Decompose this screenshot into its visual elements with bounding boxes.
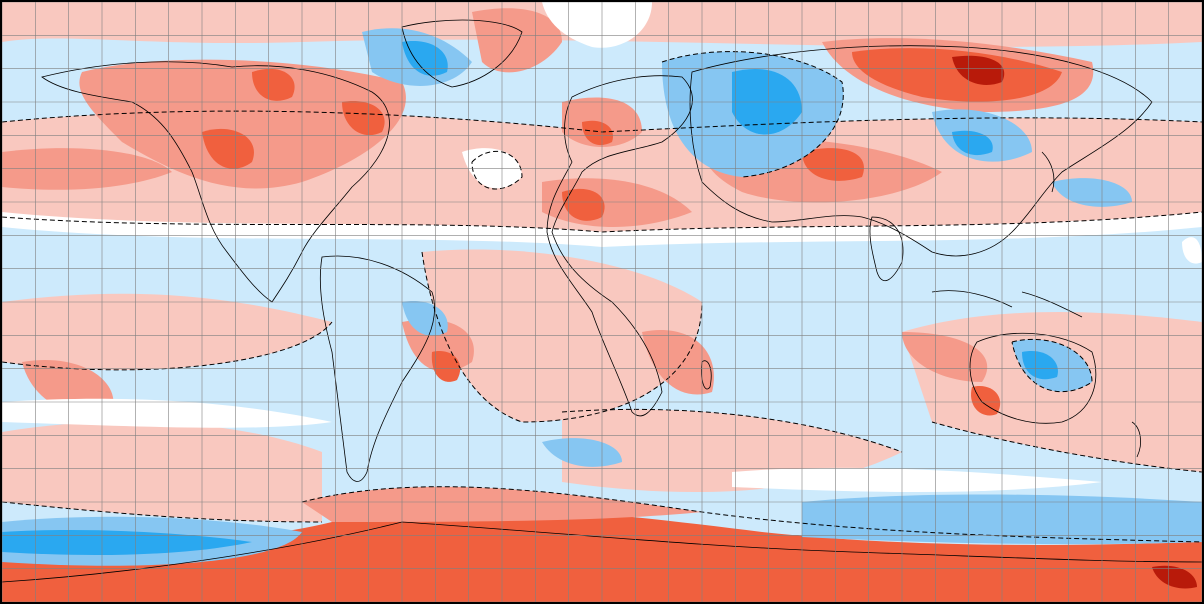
- anomaly-region-mild_warm: [2, 293, 332, 370]
- anomaly-region-warm: [971, 386, 1001, 416]
- anomaly-region-warm: [802, 148, 864, 181]
- dashed-contour: [561, 408, 903, 453]
- anomaly-region-strong_warm: [952, 55, 1005, 85]
- coastline: [1131, 421, 1142, 458]
- dashed-contour: [661, 51, 844, 178]
- anomaly-region-strong_warm: [1152, 565, 1197, 589]
- anomaly-region-neutral: [1182, 237, 1202, 264]
- anomaly-region-warm: [431, 351, 461, 382]
- dashed-contour: [931, 421, 1202, 473]
- anomaly-region-warm: [852, 48, 1062, 102]
- anomaly-region-moderate_warm: [79, 59, 406, 189]
- coastline: [931, 290, 1083, 318]
- anomaly-region-warm: [202, 128, 254, 169]
- dashed-contour: [421, 251, 703, 423]
- anomaly-region-neutral: [542, 2, 652, 48]
- dashed-contour: [1011, 338, 1093, 393]
- dashed-contour: [2, 501, 323, 523]
- anomaly-region-cold: [402, 41, 448, 76]
- coastline: [869, 216, 904, 282]
- anomaly-region-cold: [1022, 351, 1058, 380]
- anomaly-region-warm: [582, 120, 613, 146]
- anomaly-region-moderate_warm: [472, 8, 562, 73]
- coastline: [546, 75, 693, 417]
- dashed-contour: [301, 486, 1202, 543]
- anomaly-region-neutral: [462, 148, 522, 189]
- coastline: [401, 19, 523, 88]
- dashed-contour: [2, 321, 333, 371]
- anomaly-region-cold: [2, 530, 252, 555]
- anomaly-region-moderate_warm: [642, 330, 714, 395]
- anomaly-region-mild_warm: [422, 249, 702, 422]
- anomaly-region-moderate_warm: [902, 332, 988, 382]
- anomaly-region-warm: [562, 188, 605, 221]
- coastline: [689, 45, 1153, 257]
- anomaly-region-warm: [252, 68, 295, 101]
- anomaly-region-mild_warm: [2, 421, 322, 522]
- anomaly-region-moderate_cold: [402, 301, 448, 336]
- coastline: [2, 521, 1202, 583]
- coastline: [1041, 151, 1055, 193]
- anomaly-region-warm: [342, 101, 385, 136]
- anomaly-region-moderate_cold: [1052, 178, 1132, 207]
- dashed-contour: [471, 150, 523, 190]
- anomaly-region-neutral: [732, 467, 1102, 492]
- anomaly-region-cold: [952, 130, 993, 156]
- anomaly-region-neutral: [2, 398, 332, 428]
